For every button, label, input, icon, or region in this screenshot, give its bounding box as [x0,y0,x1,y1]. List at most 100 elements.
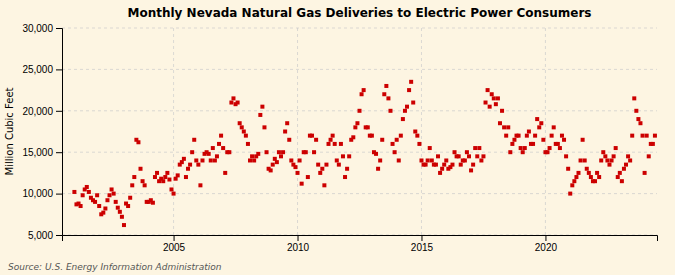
point [335,158,339,162]
point [525,134,529,138]
point [130,183,134,187]
point [248,158,252,162]
point [231,96,235,100]
point [626,154,630,158]
point [296,171,300,175]
point [153,175,157,179]
y-tick-label: 25,000 [22,64,53,75]
point [116,206,120,210]
point [374,152,378,156]
point [353,125,357,129]
point [572,179,576,183]
point [141,179,145,183]
point [287,138,291,142]
point [223,171,227,175]
point [277,150,281,154]
point [196,163,200,167]
point [329,138,333,142]
y-tick-mark [56,235,62,236]
point [242,130,246,134]
point [647,154,651,158]
point [192,138,196,142]
point [599,158,603,162]
point [409,80,413,84]
y-tick: 20,000 [22,106,62,117]
y-tick-label: 5,000 [28,230,53,241]
point [360,92,364,96]
grid-line [297,28,298,235]
y-tick-mark [56,194,62,195]
y-tick-label: 30,000 [22,23,53,34]
point [122,223,126,227]
point [517,134,521,138]
point [500,109,504,113]
y-tick-label: 15,000 [22,147,53,158]
point [221,146,225,150]
point [382,92,386,96]
point [488,105,492,109]
point [151,201,155,205]
grid-line [62,193,657,194]
point [630,134,634,138]
point [638,121,642,125]
point [105,198,109,202]
point [333,142,337,146]
point [120,215,124,219]
y-tick: 30,000 [22,23,62,34]
point [442,163,446,167]
point [72,190,76,194]
point [459,163,463,167]
point [521,150,525,154]
point [283,130,287,134]
point [620,179,624,183]
point [217,142,221,146]
point [508,150,512,154]
point [504,134,508,138]
x-axis: 2005201020152020 [63,235,658,253]
point [634,109,638,113]
point [103,207,107,211]
point [275,160,279,164]
point [139,167,143,171]
point [265,150,269,154]
point [581,138,585,142]
point [324,163,328,167]
point [527,130,531,134]
x-tick-mark [421,235,422,241]
y-axis-title: Million Cubic Feet [4,87,15,175]
point [479,158,483,162]
y-tick: 5,000 [28,230,62,241]
point [182,157,186,161]
point [494,102,498,106]
point [320,167,324,171]
point [481,154,485,158]
y-tick-label: 10,000 [22,188,53,199]
x-tick: 2015 [411,235,434,253]
point [97,204,101,208]
point [570,183,574,187]
point [347,154,351,158]
point [593,179,597,183]
point [498,121,502,125]
point [537,125,541,129]
point [583,158,587,162]
point [415,134,419,138]
point [492,96,496,100]
point [413,130,417,134]
point [434,163,438,167]
point [579,158,583,162]
point [227,150,231,154]
point [589,175,593,179]
point [198,183,202,187]
point [343,175,347,179]
point [128,196,132,200]
point [316,163,320,167]
point [574,175,578,179]
point [546,150,550,154]
point [395,138,399,142]
point [399,134,403,138]
point [95,193,99,197]
source: Source: U.S. Energy Information Administ… [8,262,222,272]
point [533,134,537,138]
point [641,134,645,138]
